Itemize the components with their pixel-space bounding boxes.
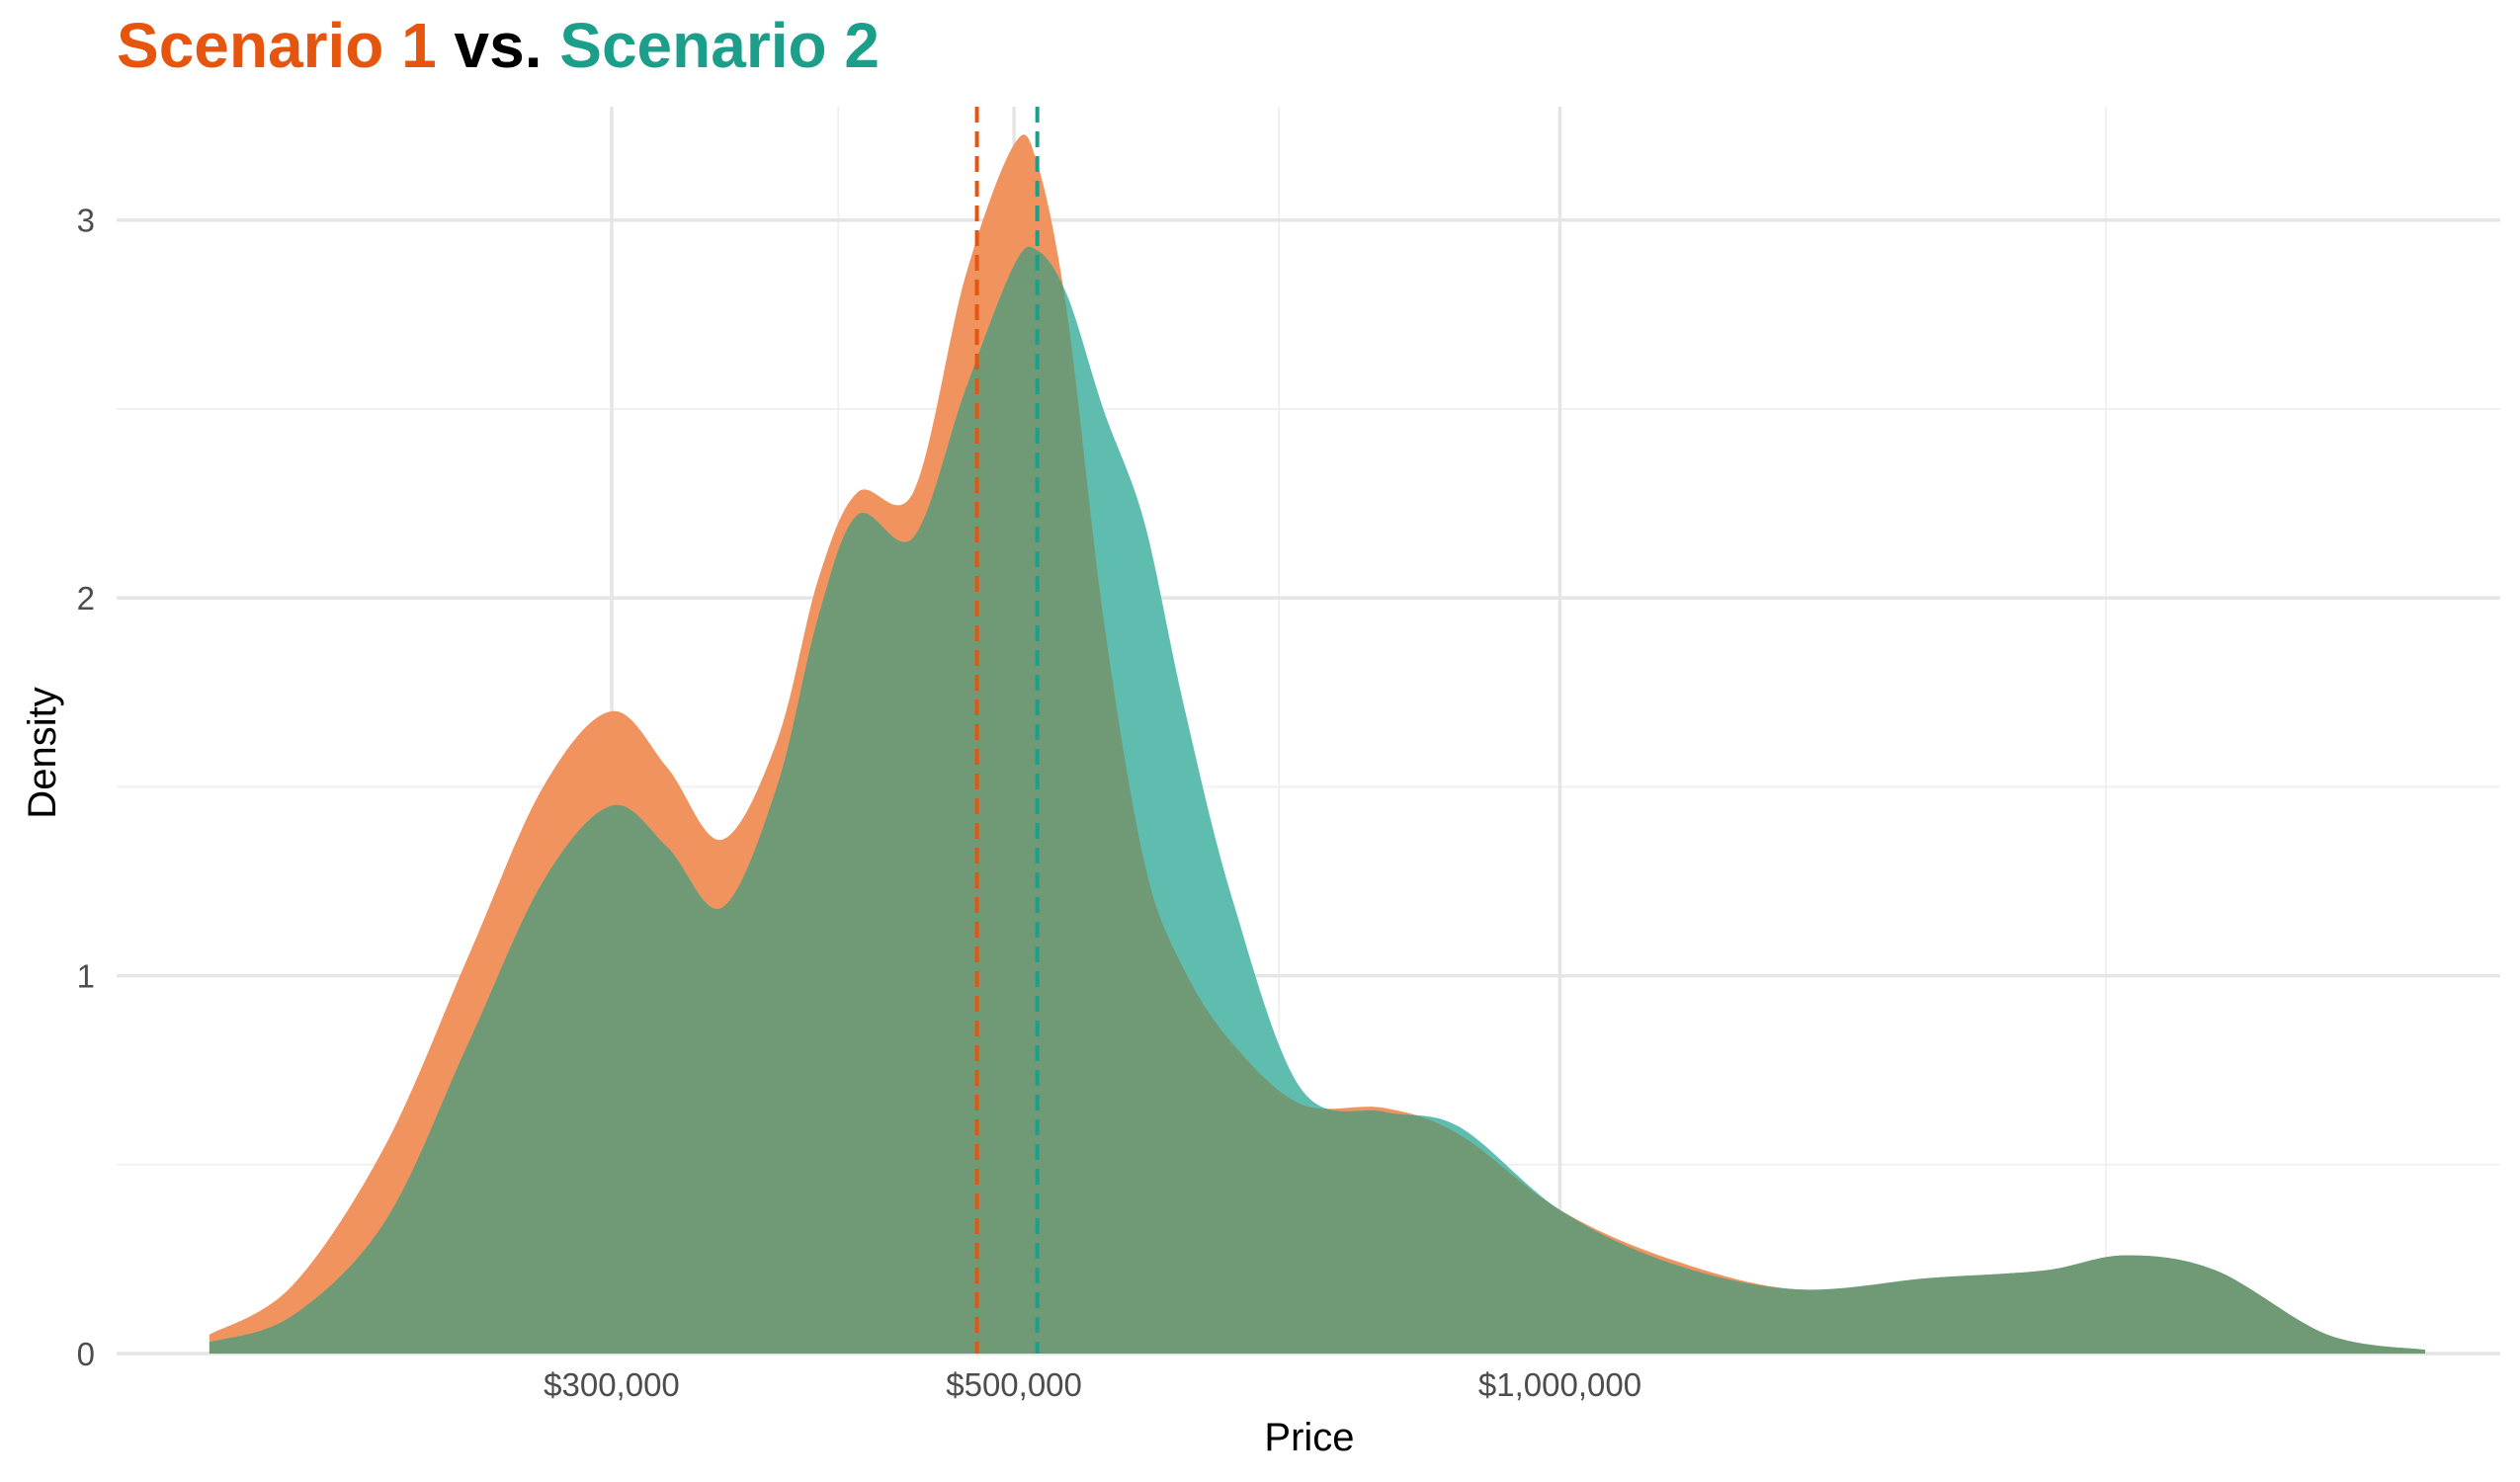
y-tick-label-2: 2	[77, 580, 95, 617]
density-areas	[209, 134, 2426, 1355]
density-area-overlap	[209, 246, 2426, 1354]
title-vs: vs.	[437, 10, 560, 81]
title-scenario-1: Scenario 1	[117, 10, 437, 81]
x-tick-label-2: $1,000,000	[1478, 1366, 1641, 1403]
x-axis-title: Price	[1264, 1416, 1354, 1459]
title-scenario-2: Scenario 2	[559, 10, 880, 81]
y-axis-title: Density	[21, 687, 64, 818]
chart-title: Scenario 1 vs. Scenario 2	[117, 10, 880, 81]
y-tick-label-0: 0	[77, 1336, 95, 1372]
x-tick-label-1: $500,000	[946, 1366, 1082, 1403]
x-tick-label-0: $300,000	[544, 1366, 680, 1403]
y-tick-label-3: 3	[77, 203, 95, 239]
mean-lines	[974, 107, 1040, 1354]
y-tick-label-1: 1	[77, 958, 95, 995]
axis-ticks: 0 1 2 3 $300,000 $500,000 $1,000,000	[77, 203, 1641, 1403]
